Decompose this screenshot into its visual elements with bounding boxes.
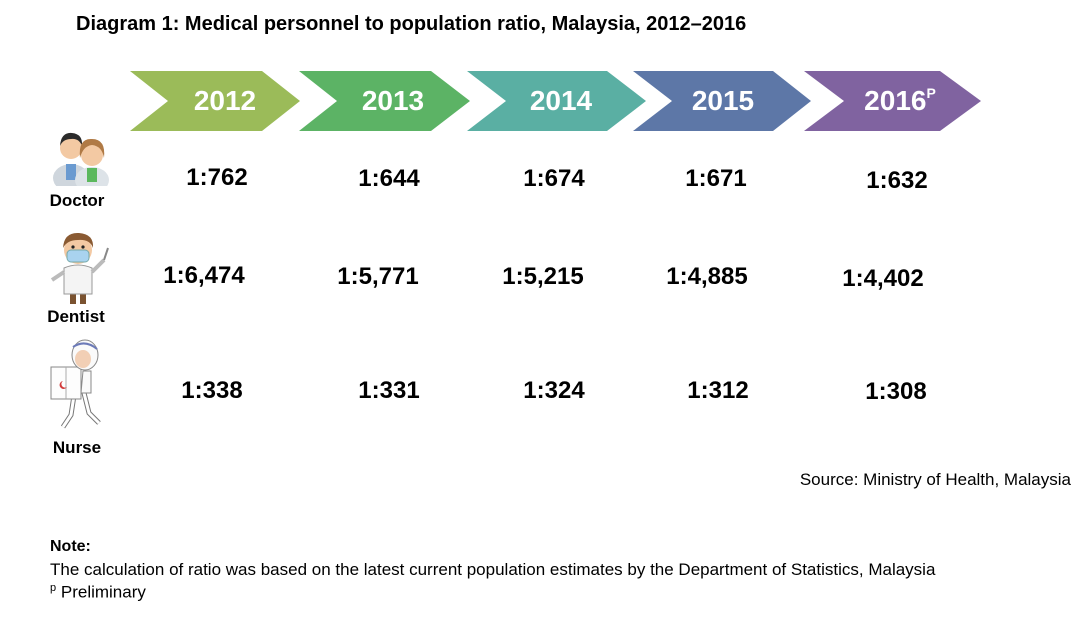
- doctor-icon: [53, 132, 109, 186]
- nurse-2012-value: 1:338: [181, 377, 243, 404]
- doctor-2012-value: 1:762: [186, 164, 248, 191]
- dentist-label: Dentist: [47, 307, 105, 326]
- nurse-label: Nurse: [52, 438, 102, 457]
- source-note: Source: Ministry of Health, Malaysia: [799, 470, 1071, 489]
- doctor-2015-value: 1:671: [685, 165, 747, 192]
- preliminary-note-marker: p: [50, 582, 57, 594]
- dentist-2014-value: 1:5,215: [502, 263, 584, 290]
- chevron-2014: [467, 71, 646, 131]
- year-label-2016: 2016P: [864, 85, 936, 116]
- nurse-2015-value: 1:312: [687, 377, 749, 404]
- chevron-2013: [299, 71, 470, 131]
- dentist-2012-value: 1:6,474: [163, 262, 245, 289]
- dentist-2015-value: 1:4,885: [666, 263, 748, 290]
- doctor-label: Doctor: [49, 191, 105, 210]
- year-label-2015: 2015: [691, 85, 755, 116]
- doctor-2013-value: 1:644: [358, 165, 420, 192]
- dentist-2013-value: 1:5,771: [337, 263, 419, 290]
- chevron-2016: [804, 71, 981, 131]
- year-label-2012: 2012: [193, 85, 257, 116]
- note-text: The calculation of ratio was based on th…: [50, 560, 936, 579]
- chevron-2015: [633, 71, 811, 131]
- nurse-icon: [50, 339, 101, 429]
- nurse-2013-value: 1:331: [358, 377, 420, 404]
- diagram-title: Diagram 1: Medical personnel to populati…: [76, 13, 747, 35]
- year-label-2014: 2014: [529, 85, 593, 116]
- nurse-2016-value: 1:308: [865, 378, 927, 405]
- dentist-2016-value: 1:4,402: [842, 265, 924, 292]
- preliminary-marker: P: [926, 85, 936, 101]
- nurse-role: Nurse: [27, 337, 127, 459]
- preliminary-note-text: Preliminary: [60, 582, 146, 602]
- dentist-role: Dentist: [26, 228, 126, 328]
- preliminary-note: p Preliminary: [50, 582, 146, 603]
- note-heading: Note:: [50, 538, 91, 555]
- year-label-2013: 2013: [361, 85, 425, 116]
- doctor-2016-value: 1:632: [866, 167, 928, 194]
- doctor-role: Doctor: [27, 124, 127, 212]
- doctor-2014-value: 1:674: [523, 165, 585, 192]
- chevron-2012: [130, 71, 300, 131]
- nurse-2014-value: 1:324: [523, 377, 585, 404]
- dentist-icon: [50, 232, 109, 304]
